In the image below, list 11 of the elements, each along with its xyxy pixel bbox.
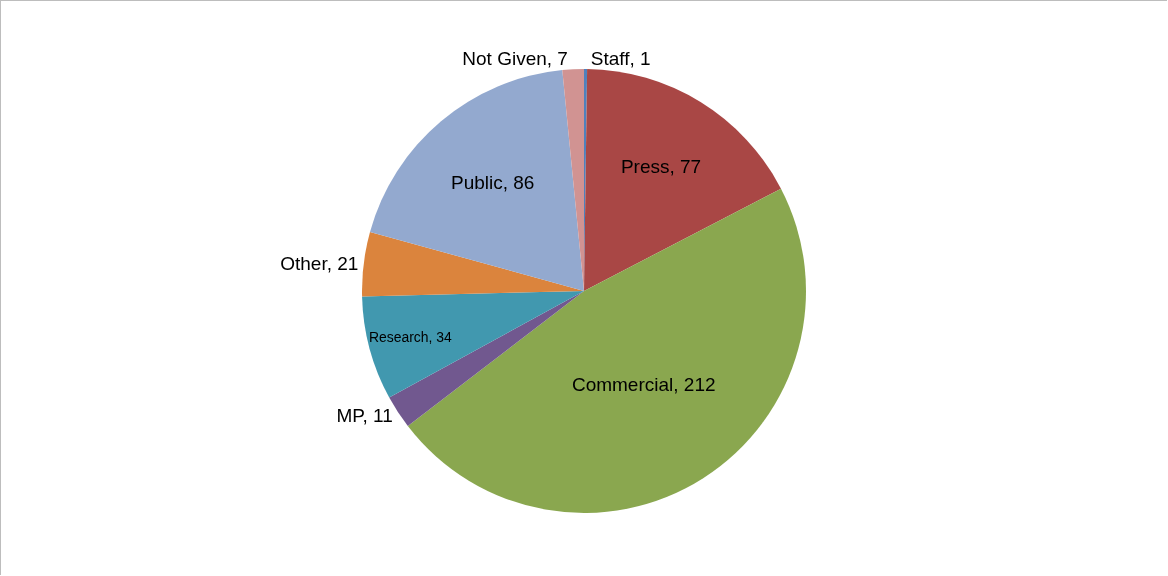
slice-label: Public, 86 bbox=[450, 172, 535, 194]
slice-label: Other, 21 bbox=[280, 253, 359, 275]
slice-label: Commercial, 212 bbox=[571, 374, 716, 396]
slice-label: Staff, 1 bbox=[590, 48, 651, 70]
pie-slice bbox=[362, 231, 584, 297]
slice-label: Press, 77 bbox=[620, 155, 702, 177]
pie-slice bbox=[584, 69, 781, 291]
slice-label: MP, 11 bbox=[336, 404, 393, 426]
pie-slice bbox=[370, 70, 584, 291]
slice-label: Research, 34 bbox=[368, 329, 453, 346]
slice-label: Not Given, 7 bbox=[462, 48, 568, 70]
